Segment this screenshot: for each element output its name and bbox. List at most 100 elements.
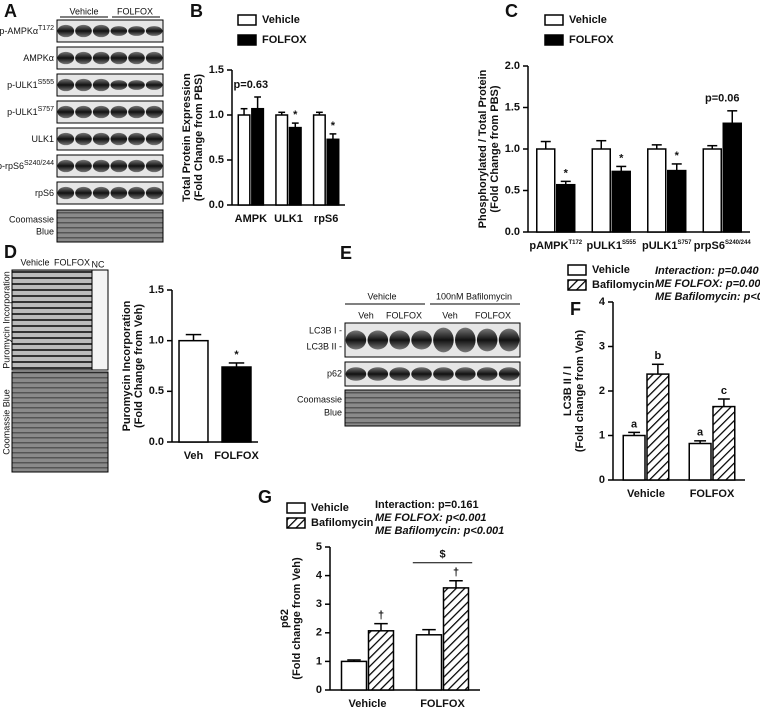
y-tick-label: 3 xyxy=(599,340,605,352)
blot-band xyxy=(57,159,75,173)
blot-band xyxy=(75,78,92,92)
blot-band xyxy=(433,327,454,353)
blot-row-label-main: ULK1 xyxy=(31,134,54,144)
blot-band xyxy=(128,105,145,119)
y-axis-label: p62 xyxy=(279,609,291,628)
panel-letter: D xyxy=(4,242,17,262)
y-tick-label: 5 xyxy=(316,541,322,553)
blot-band xyxy=(128,51,145,65)
legend-swatch xyxy=(544,14,564,26)
blot-band xyxy=(411,367,432,381)
significance: * xyxy=(293,109,298,121)
x-tick-label: pULK1S555 xyxy=(587,240,637,252)
legend-label: Vehicle xyxy=(262,14,300,26)
significance: * xyxy=(331,120,336,132)
blot-group: NC xyxy=(92,259,105,269)
legend-label: Vehicle xyxy=(569,14,607,26)
blot-lane: FOLFOX xyxy=(386,310,422,320)
puromycin-nc xyxy=(91,269,109,371)
bar xyxy=(367,630,395,691)
y-tick-label: 1.5 xyxy=(149,284,164,296)
bar xyxy=(591,148,612,233)
bar xyxy=(622,434,646,481)
x-tick-label: Vehicle xyxy=(349,698,387,710)
blot-band xyxy=(110,80,128,90)
blot-band xyxy=(75,159,92,173)
bar xyxy=(722,122,742,233)
y-tick-label: 1.0 xyxy=(209,109,224,121)
blot-group: FOLFOX xyxy=(54,257,90,267)
blot-band xyxy=(128,186,145,200)
blot-band xyxy=(57,186,75,200)
blot-row-label: Puromycin Incorporation xyxy=(1,271,11,369)
blot-row-label: ULK1 xyxy=(31,134,54,144)
y-tick-label: 3 xyxy=(316,598,322,610)
y-tick-label: 0.5 xyxy=(505,184,520,196)
blot-group: Vehicle xyxy=(367,291,396,301)
x-tick-label: prpS6S240/244 xyxy=(694,240,752,252)
bar xyxy=(702,148,723,233)
blot-band xyxy=(389,367,410,381)
y-tick-label: 1.5 xyxy=(505,101,520,113)
puromycin-blot xyxy=(11,269,93,371)
blot-row-label-sup: T172 xyxy=(38,25,54,32)
y-tick-label: 0 xyxy=(316,684,322,696)
blot-band xyxy=(433,367,454,381)
legend-label: FOLFOX xyxy=(569,34,614,46)
legend-swatch xyxy=(286,502,306,514)
bar xyxy=(312,114,326,206)
significance: * xyxy=(619,152,624,164)
stats-text: ME Bafilomycin: p<0.001 xyxy=(655,291,760,303)
blot-band xyxy=(75,132,92,146)
x-tick-label-main: pULK1 xyxy=(642,240,677,252)
blot-band xyxy=(110,186,128,200)
blot-row-label: AMPKα xyxy=(23,53,54,63)
panel-letter: C xyxy=(505,1,518,21)
stats-text: Interaction: p=0.040 xyxy=(655,265,760,277)
y-tick-label: 0.0 xyxy=(149,436,164,448)
blot-band xyxy=(57,132,75,146)
blot-row-label: p-rpS6S240/244 xyxy=(0,160,54,172)
significance: † xyxy=(453,567,459,579)
stats-text: ME FOLFOX: p<0.001 xyxy=(375,512,487,524)
x-tick-label: ULK1 xyxy=(274,213,303,225)
blot-band xyxy=(75,51,92,65)
blot-band xyxy=(110,159,128,173)
blot-row-label: LC3B I - xyxy=(309,325,342,335)
y-tick-label: 0.5 xyxy=(209,154,224,166)
bar xyxy=(646,373,670,481)
blot-band xyxy=(92,24,110,38)
blot-band xyxy=(128,159,145,173)
x-tick-label: FOLFOX xyxy=(214,450,259,462)
blot-band xyxy=(367,330,389,350)
blot-band xyxy=(145,80,163,90)
legend-swatch xyxy=(286,517,306,529)
blot-row-label-main: p-ULK1 xyxy=(7,107,38,117)
bar xyxy=(237,114,251,206)
x-tick-label-main: prpS6 xyxy=(694,240,725,252)
bar xyxy=(712,405,736,481)
x-tick-label: AMPK xyxy=(235,213,267,225)
legend-swatch xyxy=(567,279,587,291)
blot-row-label-main: AMPKα xyxy=(23,53,54,63)
blot-band xyxy=(92,51,110,65)
legend-label: Bafilomycin xyxy=(592,279,655,291)
stats-text: ME FOLFOX: p=0.002 xyxy=(655,278,760,290)
x-tick-label: Veh xyxy=(184,450,204,462)
y-axis-label: Puromycin Incorporation xyxy=(121,300,133,431)
y-tick-label: 0 xyxy=(599,474,605,486)
blot-band xyxy=(92,159,110,173)
blot-band xyxy=(75,105,92,119)
blot-row-label-sup: S555 xyxy=(38,79,54,86)
significance: b xyxy=(655,350,662,362)
panel-letter: G xyxy=(258,487,272,507)
blot-row-label: Coomassie xyxy=(297,394,342,404)
bar xyxy=(221,366,252,443)
blot-band xyxy=(345,330,367,350)
bar xyxy=(288,126,302,206)
legend-swatch xyxy=(237,14,257,26)
y-tick-label: 2 xyxy=(316,627,322,639)
blot-group: Vehicle xyxy=(20,257,49,267)
bar xyxy=(688,442,712,481)
y-axis-label: Total Protein Expression xyxy=(181,73,193,202)
